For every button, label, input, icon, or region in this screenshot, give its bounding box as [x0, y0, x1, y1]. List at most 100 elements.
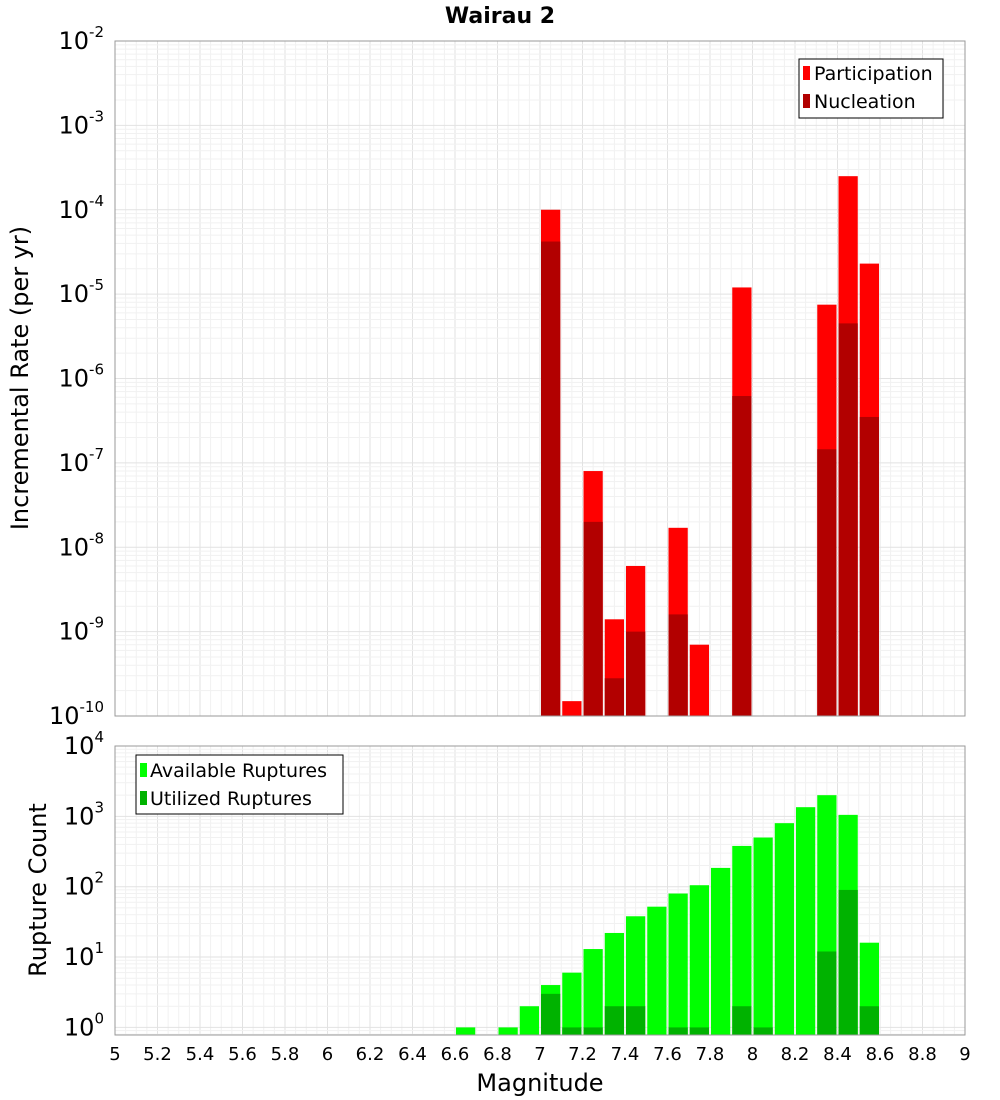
bottom-legend-box: [135, 754, 344, 815]
nucleation-bar: [668, 614, 688, 716]
utilized-ruptures-bar: [583, 1027, 603, 1035]
participation-legend-swatch: [803, 66, 810, 80]
top-y-axis-label: Incremental Rate (per yr): [6, 226, 34, 530]
bottom-legend: Available Ruptures Utilized Ruptures: [135, 754, 344, 815]
x-tick-label: 5.6: [228, 1044, 257, 1065]
nucleation-bar: [817, 449, 837, 716]
utilized-ruptures-bar: [562, 1027, 582, 1035]
top-y-tick-labels: 10-10 10-9 10-8 10-7 10-6 10-5 10-4 10-3 10-2: [49, 23, 104, 730]
x-tick-label: 6.2: [356, 1044, 385, 1065]
nucleation-legend-label: Nucleation: [814, 91, 916, 113]
x-tick-label: 5.4: [186, 1044, 215, 1065]
utilized-ruptures-legend-label: Utilized Ruptures: [150, 788, 312, 810]
x-tick-label: 8.6: [866, 1044, 895, 1065]
utilized-ruptures-bar: [838, 889, 858, 1035]
x-tick-label: 5.8: [271, 1044, 300, 1065]
x-tick-label: 5: [109, 1044, 120, 1065]
utilized-ruptures-legend-swatch: [140, 791, 147, 805]
nucleation-bar: [859, 416, 879, 716]
x-tick-label: 7.8: [696, 1044, 725, 1065]
top-legend-box: [798, 58, 944, 119]
utilized-ruptures-bar: [541, 993, 561, 1035]
available-ruptures-bar: [647, 906, 667, 1035]
nucleation-bar: [838, 323, 858, 716]
utilized-ruptures-bar: [753, 1027, 773, 1035]
top-y-tick-label: 10-10: [49, 698, 104, 730]
bottom-y-tick-label: 102: [64, 869, 104, 901]
available-ruptures-bar: [456, 1027, 476, 1035]
available-ruptures-bar: [668, 893, 688, 1035]
nucleation-legend-swatch: [803, 94, 810, 108]
top-y-tick-label: 10-9: [58, 614, 104, 646]
bottom-y-tick-label: 103: [64, 798, 104, 830]
available-ruptures-bar: [583, 949, 603, 1035]
x-tick-label: 7: [534, 1044, 545, 1065]
top-plot-frame: [114, 40, 966, 717]
x-tick-label: 9: [959, 1044, 970, 1065]
participation-legend-label: Participation: [814, 63, 933, 85]
chart-title: Wairau 2: [445, 4, 555, 29]
bottom-y-tick-label: 100: [64, 1009, 104, 1041]
participation-bar: [562, 701, 582, 716]
participation-bar: [689, 644, 709, 716]
x-tick-label: 6.4: [398, 1044, 427, 1065]
top-y-tick-label: 10-4: [58, 192, 104, 224]
x-tick-label: 8: [747, 1044, 758, 1065]
bottom-y-tick-labels: 100 101 102 103 104: [64, 728, 104, 1041]
bottom-plot-frame: [114, 745, 966, 1036]
nucleation-bar: [604, 678, 624, 716]
top-y-tick-label: 10-8: [58, 529, 104, 561]
x-tick-label: 6.8: [483, 1044, 512, 1065]
utilized-ruptures-bar: [817, 951, 837, 1035]
bottom-y-tick-label: 101: [64, 939, 104, 971]
top-y-tick-label: 10-7: [58, 445, 104, 477]
utilized-ruptures-bar: [689, 1027, 709, 1035]
x-tick-label: 6: [322, 1044, 333, 1065]
top-y-tick-label: 10-6: [58, 361, 104, 393]
x-tick-label: 5.2: [143, 1044, 172, 1065]
bottom-panel: 100 101 102 103 104 5 5.2 5.4 5.6 5.8 6 6.2 6.4 6.6 6…: [24, 728, 971, 1097]
available-ruptures-bar: [689, 885, 709, 1035]
utilized-ruptures-bars: [541, 889, 879, 1035]
utilized-ruptures-bar: [732, 1006, 752, 1035]
available-ruptures-bar: [753, 837, 773, 1035]
top-y-tick-label: 10-3: [58, 107, 104, 139]
available-ruptures-bar: [796, 807, 816, 1035]
available-ruptures-bar: [519, 1006, 539, 1035]
available-ruptures-bar: [498, 1027, 518, 1035]
nucleation-bars: [541, 241, 879, 717]
top-y-tick-label: 10-5: [58, 276, 104, 308]
x-tick-label: 8.8: [908, 1044, 937, 1065]
utilized-ruptures-bar: [604, 1006, 624, 1035]
bottom-y-tick-label: 104: [64, 728, 104, 760]
available-ruptures-legend-swatch: [140, 763, 147, 777]
available-ruptures-bar: [562, 972, 582, 1035]
available-ruptures-bar: [711, 867, 731, 1035]
x-tick-label: 7.4: [611, 1044, 640, 1065]
x-tick-label: 8.2: [781, 1044, 810, 1065]
x-axis-label: Magnitude: [476, 1069, 603, 1097]
bottom-y-axis-label: Rupture Count: [24, 803, 52, 977]
nucleation-bar: [583, 521, 603, 716]
available-ruptures-legend-label: Available Ruptures: [150, 760, 327, 782]
x-tick-label: 7.2: [568, 1044, 597, 1065]
nucleation-bar: [541, 241, 561, 717]
x-tick-label: 7.6: [653, 1044, 682, 1065]
x-tick-label: 6.6: [441, 1044, 470, 1065]
available-ruptures-bar: [626, 916, 646, 1035]
top-legend: Participation Nucleation: [798, 58, 944, 119]
top-panel: 10-10 10-9 10-8 10-7 10-6 10-5 10-4 10-3 10-2 In…: [6, 23, 966, 730]
utilized-ruptures-bar: [859, 1006, 879, 1035]
top-y-tick-label: 10-2: [58, 23, 104, 55]
utilized-ruptures-bar: [668, 1027, 688, 1035]
top-gridlines: [114, 40, 966, 717]
x-tick-label: 8.4: [823, 1044, 852, 1065]
nucleation-bar: [732, 396, 752, 716]
utilized-ruptures-bar: [626, 1006, 646, 1035]
available-ruptures-bar: [774, 823, 794, 1035]
x-tick-labels: 5 5.2 5.4 5.6 5.8 6 6.2 6.4 6.6 6.8 7 7.2 7.4 7.6 7.8 8…: [109, 1044, 970, 1065]
available-ruptures-bar: [732, 845, 752, 1035]
nucleation-bar: [626, 631, 646, 716]
